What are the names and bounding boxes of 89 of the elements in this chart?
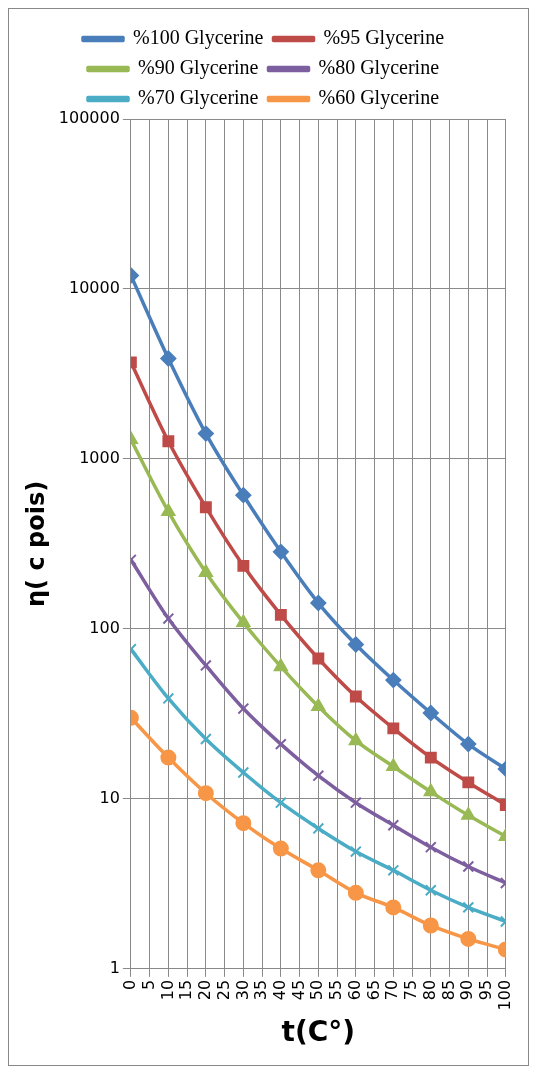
point xyxy=(310,595,327,612)
x-tick-label: 10 xyxy=(157,979,177,1001)
point xyxy=(274,796,287,809)
x-tick-label: 30 xyxy=(232,979,252,1001)
legend-label: %95 Glycerine xyxy=(323,26,445,50)
point xyxy=(235,815,252,832)
x-tick-label: 40 xyxy=(270,979,289,1001)
legend-label: %80 Glycerine xyxy=(318,56,440,80)
y-tick-label: 10 xyxy=(99,788,120,808)
point xyxy=(423,783,438,797)
point xyxy=(199,501,212,514)
point xyxy=(349,796,362,809)
x-tick-label: 100 xyxy=(494,979,514,1011)
point xyxy=(348,732,363,746)
y-tick-label: 100000 xyxy=(58,108,120,128)
point xyxy=(273,658,288,672)
point xyxy=(424,751,437,764)
point xyxy=(272,543,289,560)
x-tick-label: 95 xyxy=(476,979,496,1001)
x-tick-label: 70 xyxy=(382,979,402,1001)
x-tick-label: 5 xyxy=(138,979,158,991)
point xyxy=(347,636,364,653)
point xyxy=(237,766,250,779)
x-tick-label: 0 xyxy=(120,979,140,991)
point xyxy=(197,785,214,802)
point xyxy=(349,690,362,703)
x-tick-label: 45 xyxy=(288,979,308,1001)
x-tick-label: 35 xyxy=(251,979,271,1001)
x-tick-label: 25 xyxy=(213,979,233,1001)
point xyxy=(347,884,364,901)
point xyxy=(312,769,325,782)
point xyxy=(385,899,402,916)
x-tick-label: 85 xyxy=(438,979,458,1001)
point xyxy=(310,862,327,879)
point xyxy=(236,614,251,628)
y-axis-title: η( c pois) xyxy=(21,480,50,607)
y-tick-label: 1000 xyxy=(79,448,120,468)
legend-label: %90 Glycerine xyxy=(137,56,259,80)
point xyxy=(274,738,287,751)
y-tick-label: 1 xyxy=(109,958,120,978)
point xyxy=(235,487,252,504)
point xyxy=(349,845,362,858)
point xyxy=(460,930,477,947)
point xyxy=(161,503,176,517)
y-tick-label: 100 xyxy=(89,618,120,638)
x-tick-label: 20 xyxy=(195,979,215,1001)
x-tick-label: 75 xyxy=(401,979,421,1001)
x-axis-title: t(C°) xyxy=(281,1015,356,1049)
x-tick-label: 50 xyxy=(307,979,327,1001)
point xyxy=(386,758,401,772)
point xyxy=(272,840,289,857)
point xyxy=(461,807,476,820)
x-tick-label: 80 xyxy=(419,979,439,1001)
point xyxy=(311,698,326,711)
point xyxy=(237,559,250,572)
point xyxy=(462,901,475,914)
point xyxy=(199,659,212,672)
point xyxy=(197,425,214,442)
point xyxy=(162,612,175,625)
point xyxy=(460,736,477,753)
point xyxy=(387,864,400,877)
x-tick-label: 15 xyxy=(176,979,196,1001)
point xyxy=(199,733,212,745)
point xyxy=(237,702,250,715)
x-tick-label: 90 xyxy=(457,979,477,1001)
point xyxy=(424,841,437,854)
point xyxy=(422,917,439,934)
point xyxy=(462,860,475,873)
point xyxy=(160,350,177,367)
x-tick-label: 65 xyxy=(363,979,383,1001)
point xyxy=(312,822,325,835)
point xyxy=(385,672,402,689)
point xyxy=(162,692,175,705)
x-tick-label: 60 xyxy=(344,979,364,1001)
point xyxy=(162,435,175,448)
point xyxy=(424,884,437,897)
point xyxy=(462,776,475,789)
point xyxy=(422,705,439,722)
legend-label: %60 Glycerine xyxy=(318,86,440,110)
legend-label: %70 Glycerine xyxy=(137,86,259,110)
point xyxy=(387,819,400,832)
point xyxy=(312,652,325,665)
point xyxy=(387,722,400,735)
legend-label: %100 Glycerine xyxy=(132,26,264,50)
point xyxy=(160,749,177,766)
point xyxy=(274,608,287,621)
x-tick-label: 55 xyxy=(326,979,346,1001)
y-tick-label: 10000 xyxy=(68,278,120,298)
point xyxy=(198,564,213,577)
